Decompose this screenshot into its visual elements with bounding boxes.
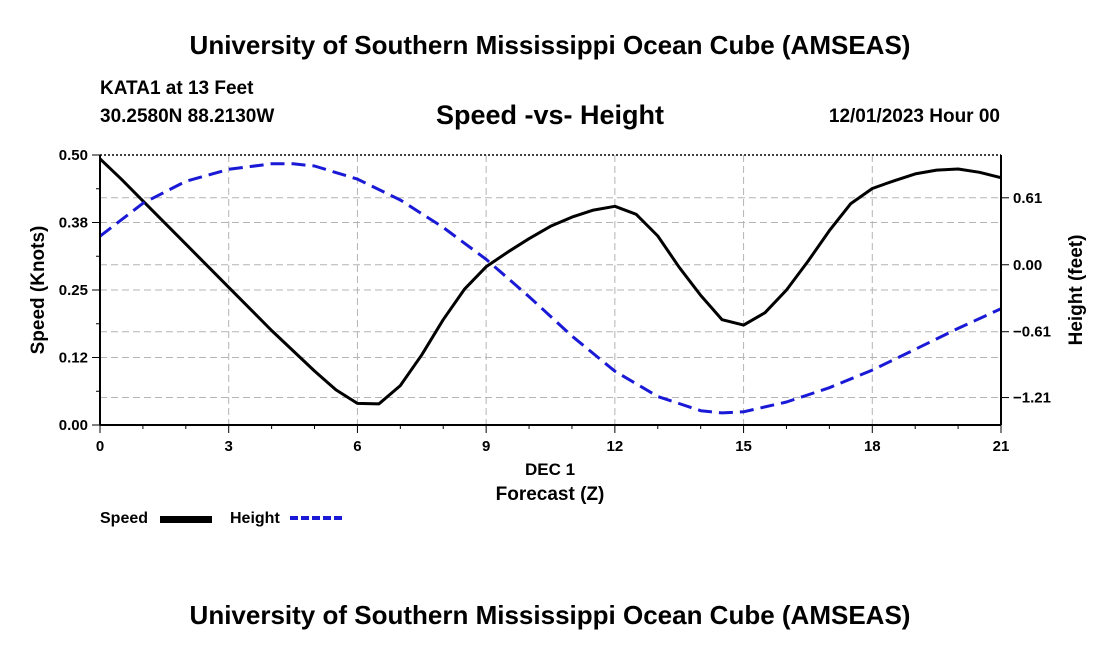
- legend-height-swatch: [290, 516, 342, 520]
- footer-title: University of Southern Mississippi Ocean…: [189, 600, 911, 630]
- x-tick-label: 12: [607, 438, 624, 455]
- station-coordinates: 30.2580N 88.2130W: [100, 106, 275, 127]
- chart-series: [98, 157, 1002, 415]
- page-title: University of Southern Mississippi Ocean…: [189, 30, 911, 60]
- y-tick-label: 0.38: [59, 215, 88, 232]
- legend-speed-label: Speed: [100, 510, 149, 527]
- chart-grid: [100, 155, 1001, 425]
- x-tick-label: 15: [735, 438, 752, 455]
- x-tick-label: 0: [96, 438, 104, 455]
- chart-ticks: 0 3 6 9 12 15 18 21 0.00 0.12 0.25 0.38 0.50 −1.21 −0.…: [59, 147, 1051, 455]
- legend-speed-swatch: [160, 516, 212, 523]
- legend-height-label: Height: [230, 510, 280, 527]
- station-label: KATA1 at 13 Feet: [100, 78, 254, 99]
- x-tick-label: 3: [225, 438, 233, 455]
- series-height-line: [99, 162, 1002, 415]
- speed-height-chart: 0 3 6 9 12 15 18 21 0.00 0.12 0.25 0.38 0.50 −1.21 −0.…: [28, 147, 1087, 505]
- plot-title: Speed -vs- Height: [435, 100, 665, 130]
- y2-tick-label: 0.61: [1013, 190, 1042, 207]
- x-tick-label: 9: [482, 438, 490, 455]
- x-axis-date-label: DEC 1: [525, 460, 575, 479]
- series-speed-line: [98, 157, 1002, 406]
- y-tick-label: 0.12: [59, 350, 88, 367]
- y-tick-label: 0.00: [59, 417, 88, 434]
- y2-tick-label: −0.61: [1013, 324, 1051, 341]
- y-tick-label: 0.25: [59, 282, 88, 299]
- y-tick-label: 0.50: [59, 147, 88, 164]
- x-tick-label: 21: [993, 438, 1010, 455]
- x-axis-label: Forecast (Z): [496, 484, 605, 505]
- y-axis-label: Speed (Knots): [28, 226, 49, 355]
- y2-tick-label: −1.21: [1013, 390, 1051, 407]
- y2-tick-label: 0.00: [1013, 257, 1042, 274]
- x-tick-label: 18: [864, 438, 881, 455]
- forecast-datetime: 12/01/2023 Hour 00: [828, 106, 1000, 127]
- x-tick-label: 6: [353, 438, 361, 455]
- y2-axis-label: Height (feet): [1066, 235, 1087, 346]
